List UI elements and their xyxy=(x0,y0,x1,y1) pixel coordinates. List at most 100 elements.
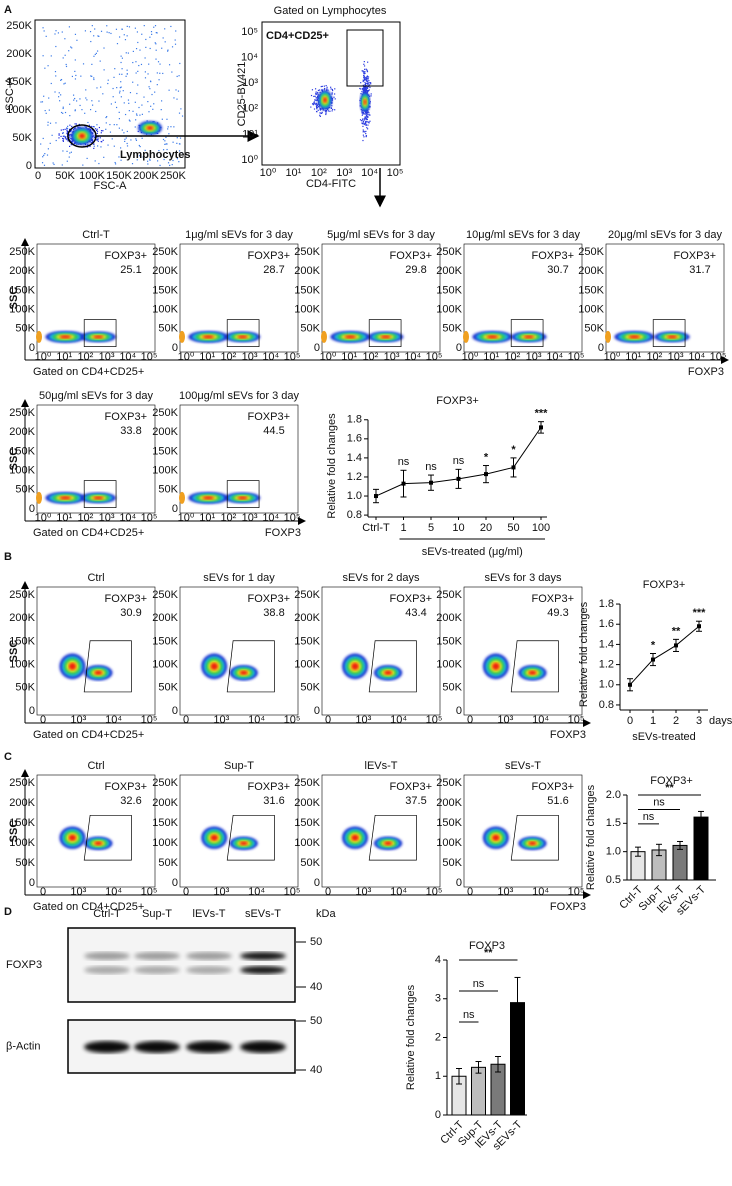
gate-label: FOXP3+ xyxy=(532,250,575,262)
event-dot xyxy=(74,78,77,80)
event-dot xyxy=(141,104,143,106)
event-dot xyxy=(67,125,69,127)
axis-label: CD25-BV421 xyxy=(236,62,248,127)
density-plot xyxy=(482,826,547,851)
event-dot xyxy=(161,118,163,120)
x-tick-label: 10⁵ xyxy=(568,886,585,898)
y-tick-label: 150K xyxy=(436,284,462,296)
event-dot xyxy=(121,129,123,131)
event-dot xyxy=(178,150,181,152)
x-tick-label: 0 xyxy=(40,886,46,898)
plot-title: sEVs-T xyxy=(505,760,541,772)
event-dot xyxy=(366,111,368,113)
event-dot xyxy=(368,80,370,82)
chart-title: FOXP3 xyxy=(469,940,505,952)
band xyxy=(186,966,232,974)
event-dot xyxy=(68,26,71,28)
event-dot xyxy=(155,49,157,51)
event-dot xyxy=(111,138,113,140)
y-tick-label: 50K xyxy=(15,484,35,496)
plot-title: 5μg/ml sEVs for 3 day xyxy=(327,229,435,241)
event-dot xyxy=(165,143,167,145)
y-tick-label: 0 xyxy=(172,503,178,515)
event-dot xyxy=(70,140,72,143)
y-tick-label: 50K xyxy=(442,857,462,869)
y-tick-label: 250K xyxy=(152,246,178,258)
event-dot xyxy=(97,137,99,139)
event-dot xyxy=(96,50,99,52)
x-tick-label: 250K xyxy=(160,170,186,182)
event-dot xyxy=(313,102,315,104)
event-dot xyxy=(74,142,76,144)
event-dot xyxy=(156,72,158,74)
event-dot xyxy=(74,110,76,112)
event-dot xyxy=(154,25,157,27)
y-tick-label: 250K xyxy=(6,20,32,32)
event-dot xyxy=(146,120,148,122)
event-dot xyxy=(119,87,121,89)
event-dot xyxy=(166,118,168,120)
event-dot xyxy=(42,156,44,158)
gate-percent: 31.7 xyxy=(689,264,710,276)
x-tick-label: 10³ xyxy=(70,714,86,726)
significance: *** xyxy=(535,408,549,420)
event-dot xyxy=(125,75,127,77)
event-dot xyxy=(62,137,64,140)
event-dot xyxy=(84,112,86,114)
event-dot xyxy=(126,145,129,147)
event-dot xyxy=(364,87,367,89)
axis-label: Relative fold changes xyxy=(405,984,417,1090)
gate-label: FOXP3+ xyxy=(248,250,291,262)
x-tick-label: 10⁰ xyxy=(35,512,52,524)
event-dot xyxy=(365,130,367,133)
event-dot xyxy=(69,124,71,126)
y-tick-label: 150K xyxy=(9,635,35,647)
event-dot xyxy=(70,46,72,48)
event-dot xyxy=(326,88,328,90)
band xyxy=(134,966,180,974)
event-dot xyxy=(119,90,121,92)
y-tick-label: 50K xyxy=(15,323,35,335)
x-tick-label: 10⁴ xyxy=(361,167,378,179)
event-dot xyxy=(367,124,369,126)
x-tick-label: 10⁴ xyxy=(262,351,279,363)
event-dot xyxy=(159,164,161,167)
event-dot xyxy=(364,123,366,126)
bar xyxy=(471,1066,486,1116)
plot-frame xyxy=(34,19,186,169)
event-dot xyxy=(367,89,369,92)
y-tick-label: 250K xyxy=(9,407,35,419)
event-dot xyxy=(91,25,93,27)
y-tick-label: 100K xyxy=(9,465,35,477)
event-dot xyxy=(368,122,370,124)
event-dot xyxy=(141,137,143,139)
event-dot xyxy=(369,120,371,122)
event-dot xyxy=(316,93,318,95)
event-dot xyxy=(85,89,87,91)
event-dot xyxy=(164,28,166,30)
event-dot xyxy=(367,116,369,118)
event-dot xyxy=(126,73,128,75)
y-tick-label: 50K xyxy=(158,323,178,335)
event-dot xyxy=(47,124,49,126)
event-dot xyxy=(134,27,136,29)
event-dot xyxy=(160,109,162,111)
event-dot xyxy=(87,121,89,124)
event-dot xyxy=(74,33,77,35)
event-dot xyxy=(92,135,94,137)
event-dot xyxy=(366,79,368,81)
gate-label: FOXP3+ xyxy=(248,411,291,423)
y-tick-label: 100K xyxy=(152,659,178,671)
y-tick-label: 150K xyxy=(294,284,320,296)
event-dot xyxy=(367,82,369,84)
event-dot xyxy=(363,136,365,138)
event-dot xyxy=(72,128,75,130)
y-tick-label: 50K xyxy=(158,857,178,869)
density-plot xyxy=(342,826,403,851)
event-dot xyxy=(97,140,99,142)
event-dot xyxy=(176,98,178,100)
density xyxy=(667,335,678,339)
y-tick-label: 150K xyxy=(9,817,35,829)
event-dot xyxy=(118,36,121,38)
y-tick-label: 0 xyxy=(314,877,320,889)
